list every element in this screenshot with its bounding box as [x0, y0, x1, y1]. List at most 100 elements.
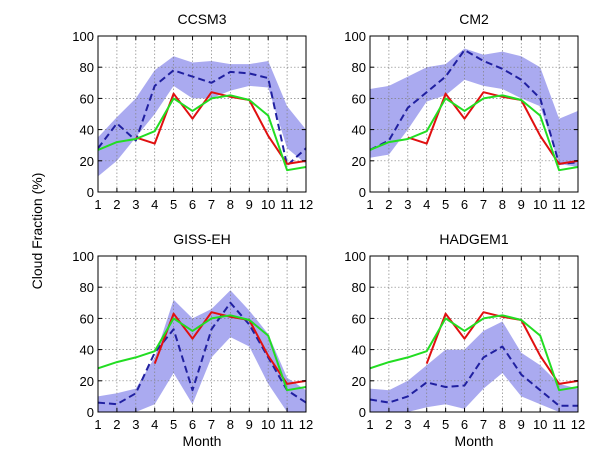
- x-tick-label: 11: [280, 197, 294, 212]
- y-tick-label: 20: [80, 154, 94, 169]
- y-tick-label: 0: [359, 185, 366, 200]
- y-tick-label: 100: [344, 249, 366, 264]
- x-tick-label: 4: [151, 417, 158, 432]
- y-tick-label: 40: [352, 343, 366, 358]
- y-tick-label: 20: [80, 374, 94, 389]
- x-tick-label: 8: [227, 197, 234, 212]
- plot-area: [98, 36, 306, 192]
- y-tick-label: 0: [87, 185, 94, 200]
- y-tick-label: 60: [352, 91, 366, 106]
- x-tick-label: 2: [113, 197, 120, 212]
- x-tick-label: 12: [299, 197, 313, 212]
- plot-frame: [369, 255, 579, 413]
- observation-red-line: [135, 91, 306, 165]
- x-tick-label: 8: [499, 197, 506, 212]
- model-mean-line: [98, 69, 306, 167]
- x-tick-label: 2: [113, 417, 120, 432]
- x-tick-label: 10: [261, 197, 275, 212]
- x-tick-label: 2: [385, 417, 392, 432]
- y-axis-label: Cloud Fraction (%): [29, 173, 45, 290]
- x-tick-label: 9: [518, 417, 525, 432]
- x-tick-label: 5: [442, 197, 449, 212]
- x-tick-label: 3: [404, 197, 411, 212]
- model-range-band: [98, 56, 306, 177]
- y-tick-label: 100: [344, 29, 366, 44]
- y-tick-label: 60: [80, 91, 94, 106]
- y-tick-label: 80: [80, 60, 94, 75]
- x-tick-label: 9: [246, 417, 253, 432]
- plot-area: [370, 36, 578, 192]
- x-tick-label: 1: [94, 197, 101, 212]
- x-tick-label: 3: [132, 197, 139, 212]
- plot-frame: [97, 35, 307, 193]
- x-tick-label: 12: [571, 417, 585, 432]
- y-tick-label: 100: [72, 29, 94, 44]
- observation-green-line: [98, 314, 306, 392]
- model-mean-line: [370, 345, 578, 407]
- y-tick-label: 0: [87, 405, 94, 420]
- x-tick-label: 9: [246, 197, 253, 212]
- y-tick-label: 80: [352, 60, 366, 75]
- plot-area: [98, 256, 306, 412]
- x-tick-label: 5: [170, 417, 177, 432]
- model-range-band: [98, 290, 306, 412]
- x-tick-label: 3: [132, 417, 139, 432]
- x-tick-label: 4: [423, 197, 430, 212]
- panel-title: GISS-EH: [173, 231, 231, 247]
- y-tick-label: 40: [352, 123, 366, 138]
- x-tick-label: 1: [366, 197, 373, 212]
- x-tick-label: 6: [461, 417, 468, 432]
- x-tick-label: 10: [261, 417, 275, 432]
- panel-title: CM2: [459, 11, 489, 27]
- plot-frame: [97, 255, 307, 413]
- x-tick-label: 1: [94, 417, 101, 432]
- y-tick-label: 40: [80, 123, 94, 138]
- x-tick-label: 6: [461, 197, 468, 212]
- x-tick-label: 5: [442, 417, 449, 432]
- y-tick-label: 20: [352, 374, 366, 389]
- x-axis-label: Month: [455, 433, 494, 449]
- y-tick-label: 60: [352, 311, 366, 326]
- y-tick-label: 0: [359, 405, 366, 420]
- x-tick-label: 8: [227, 417, 234, 432]
- x-tick-label: 11: [552, 417, 566, 432]
- x-tick-label: 11: [280, 417, 294, 432]
- x-tick-label: 7: [208, 417, 215, 432]
- x-tick-label: 12: [299, 417, 313, 432]
- observation-red-line: [407, 91, 578, 165]
- x-tick-label: 7: [480, 197, 487, 212]
- x-tick-label: 2: [385, 197, 392, 212]
- model-mean-line: [370, 49, 578, 165]
- x-tick-label: 1: [366, 417, 373, 432]
- x-tick-label: 7: [480, 417, 487, 432]
- x-tick-label: 6: [189, 197, 196, 212]
- x-tick-label: 4: [151, 197, 158, 212]
- panel-title: CCSM3: [177, 11, 226, 27]
- y-tick-label: 80: [352, 280, 366, 295]
- x-tick-label: 3: [404, 417, 411, 432]
- y-tick-label: 80: [80, 280, 94, 295]
- y-tick-label: 60: [80, 311, 94, 326]
- x-tick-label: 5: [170, 197, 177, 212]
- x-tick-label: 7: [208, 197, 215, 212]
- y-tick-label: 100: [72, 249, 94, 264]
- x-tick-label: 10: [533, 197, 547, 212]
- x-tick-label: 6: [189, 417, 196, 432]
- panel-title: HADGEM1: [439, 231, 508, 247]
- x-tick-label: 4: [423, 417, 430, 432]
- model-range-band: [370, 48, 578, 167]
- x-tick-label: 12: [571, 197, 585, 212]
- y-tick-label: 40: [80, 343, 94, 358]
- plot-area: [370, 256, 578, 412]
- plot-frame: [369, 35, 579, 193]
- x-tick-label: 9: [518, 197, 525, 212]
- x-tick-label: 8: [499, 417, 506, 432]
- observation-green-line: [370, 94, 578, 172]
- y-tick-label: 20: [352, 154, 366, 169]
- observation-green-line: [98, 94, 306, 172]
